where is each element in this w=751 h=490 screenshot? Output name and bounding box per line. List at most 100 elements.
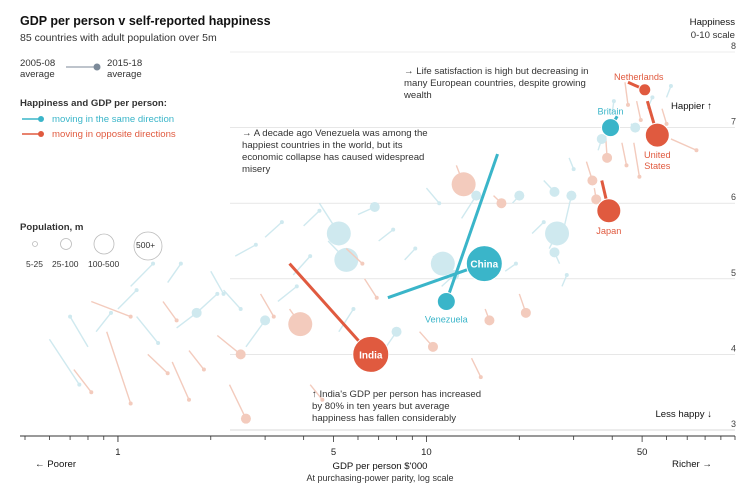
chart-subtitle: 85 countries with adult population over … (20, 32, 217, 44)
country-trail (196, 293, 218, 314)
country-trail (670, 138, 697, 151)
country-trail (245, 319, 266, 348)
country-point (186, 397, 191, 402)
point-japan (596, 198, 622, 224)
point-netherlands (638, 83, 652, 97)
point-india (352, 335, 390, 373)
country-point (317, 208, 322, 213)
country-point (128, 314, 133, 319)
country-point (134, 288, 139, 293)
country-trail (277, 285, 298, 303)
country-point (235, 349, 246, 360)
legend-same-direction: moving in the same direction (52, 114, 175, 125)
trail-india (288, 262, 372, 356)
country-point (566, 190, 577, 201)
country-trail (504, 263, 517, 272)
population-size-circle (93, 233, 115, 255)
country-point (430, 251, 455, 276)
y-tick-label-7: 7 (731, 117, 736, 127)
country-point (451, 172, 476, 197)
country-trail (633, 142, 641, 177)
country-trail (470, 357, 482, 378)
population-legend-heading: Population, m (20, 222, 84, 233)
country-point (564, 273, 569, 278)
country-point (360, 261, 365, 266)
trail-venezuela (444, 153, 499, 302)
x-axis-title: GDP per person $'000 (332, 461, 428, 472)
country-trail (73, 369, 92, 393)
country-point (279, 220, 284, 225)
label-netherlands: Netherlands (614, 72, 664, 82)
country-point (89, 390, 94, 395)
legend-opposite-dot (38, 131, 44, 137)
country-trail (210, 270, 225, 295)
country-trail (162, 301, 178, 321)
country-point (630, 122, 641, 133)
label-china: China (470, 260, 498, 271)
point-venezuela (436, 291, 456, 311)
country-trail (378, 229, 394, 242)
annotation-europe: → Life satisfaction is high but decreasi… (404, 66, 589, 101)
country-point (174, 318, 179, 323)
country-point (611, 99, 616, 104)
country-point (549, 186, 560, 197)
pop-size-1: 5-25 (26, 259, 44, 269)
country-point (156, 341, 161, 346)
pop-size-2: 25-100 (52, 259, 79, 269)
country-point (238, 307, 243, 312)
label-venezuela: Venezuela (425, 314, 469, 324)
country-trail (309, 384, 323, 401)
country-trail (404, 248, 416, 261)
country-point (165, 371, 170, 376)
country-trail (228, 384, 247, 419)
country-trail (531, 221, 545, 234)
country-trail (171, 361, 190, 401)
country-trail (91, 300, 131, 318)
country-point (326, 221, 351, 246)
country-trail (216, 334, 242, 355)
country-point (260, 315, 271, 326)
country-point (637, 174, 642, 179)
x-tick-label-50: 50 (637, 447, 648, 458)
point-united-states (644, 122, 670, 148)
country-point (591, 194, 602, 205)
country-point (294, 284, 299, 289)
country-point (664, 121, 669, 126)
x-axis: 1 5 10 50 (20, 435, 736, 458)
country-point (128, 401, 133, 406)
country-trail (665, 85, 672, 98)
country-point (650, 95, 655, 100)
y-axis-title: Happiness (689, 17, 735, 28)
country-point (471, 190, 482, 201)
country-point (369, 201, 380, 212)
population-size-circle (133, 231, 163, 261)
label-japan: Japan (596, 226, 621, 236)
pop-size-3: 100-500 (88, 259, 120, 269)
country-point (240, 413, 251, 424)
country-point (151, 261, 156, 266)
legend-start-label: 2005-08 average (20, 58, 56, 80)
label-britain: Britain (598, 107, 624, 117)
y-axis-subtitle: 0-10 scale (690, 30, 735, 41)
point-china (465, 245, 503, 283)
country-point (253, 242, 258, 247)
legend-end-label: 2015-18 average (107, 58, 143, 80)
y-tick-label-6: 6 (731, 192, 736, 202)
legend-opposite-direction: moving in opposite directions (52, 129, 176, 140)
x-axis-subtitle: At purchasing-power parity, log scale (306, 473, 454, 483)
country-trail (147, 353, 169, 374)
country-trail (563, 195, 573, 227)
country-point (484, 315, 495, 326)
x-tick-label-10: 10 (421, 447, 432, 458)
country-point (391, 227, 396, 232)
country-point (541, 220, 546, 225)
country-trail (345, 248, 363, 265)
country-trail (69, 316, 89, 348)
country-point (625, 102, 630, 107)
country-point (694, 148, 699, 153)
country-point (549, 247, 560, 258)
country-trail (234, 244, 257, 257)
poorer-label: ← Poorer (35, 459, 77, 470)
